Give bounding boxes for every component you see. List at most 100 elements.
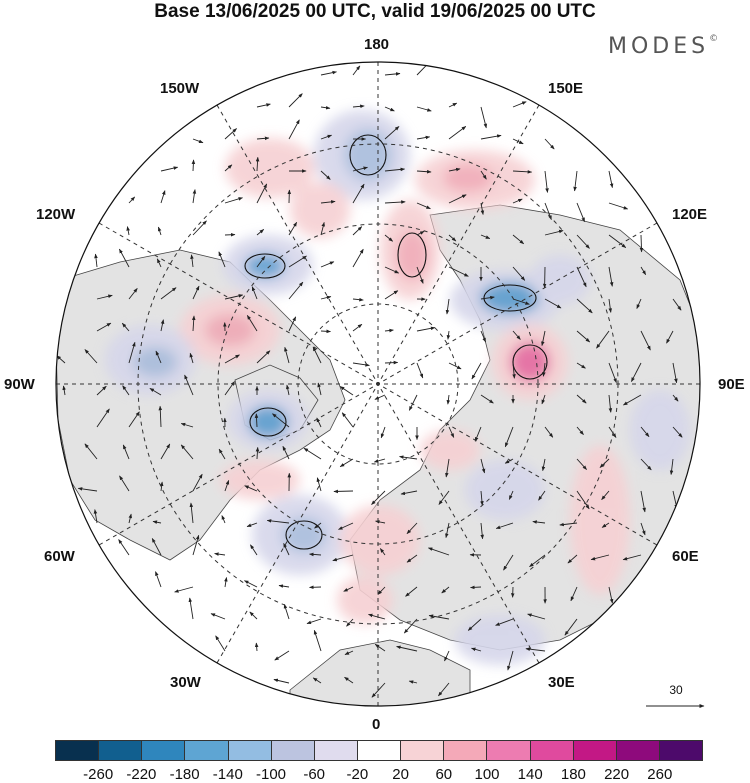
colorbar-swatch [616, 741, 660, 760]
wind-vector [590, 554, 610, 561]
wind-vector [346, 618, 354, 627]
wind-vector [224, 354, 240, 364]
wind-vector [313, 629, 322, 652]
wind-vector [471, 647, 482, 652]
wind-vector [288, 281, 304, 300]
wind-vector [352, 297, 364, 302]
wind-vector [189, 352, 194, 364]
wind-vector [601, 490, 610, 501]
wind-vector [470, 585, 482, 590]
wind-vector [408, 680, 418, 684]
wind-vector [128, 513, 132, 524]
colorbar-tick-label: 20 [392, 766, 409, 783]
wind-vector [640, 330, 651, 351]
wind-vector [160, 287, 177, 300]
wind-vector [254, 642, 259, 652]
wind-vector [192, 220, 207, 236]
wind-vector [373, 458, 386, 463]
wind-vector [243, 580, 258, 588]
wind-vector [320, 221, 325, 236]
wind-vector [244, 485, 258, 492]
wind-vector [406, 522, 418, 535]
wind-vector [384, 167, 406, 172]
wind-vector [384, 360, 399, 365]
wind-vector [256, 229, 265, 236]
wind-vector [608, 394, 613, 413]
wind-vector [224, 577, 228, 588]
wind-vector [155, 350, 162, 364]
wind-vector [541, 458, 546, 472]
wind-vector [576, 394, 587, 404]
label-120e: 120E [672, 206, 708, 223]
wind-vector [246, 522, 258, 528]
label-150w: 150W [160, 80, 200, 97]
colorbar-tick-label: 260 [647, 766, 673, 783]
wind-vector [352, 226, 363, 236]
colorbar-swatch [99, 741, 143, 760]
wind-vector [218, 448, 226, 460]
wind-vector [174, 586, 194, 593]
wind-vector [224, 294, 244, 300]
wind-vector [480, 134, 502, 140]
wind-vector [152, 520, 162, 524]
wind-vector [332, 554, 354, 562]
wind-vector [608, 586, 614, 604]
wind-vector [320, 261, 335, 268]
wind-vector [288, 316, 297, 332]
wind-vector [339, 386, 354, 396]
wind-vector [576, 330, 591, 343]
wind-vector [375, 520, 386, 524]
wind-vector [96, 322, 112, 332]
label-0: 0 [372, 716, 381, 733]
colorbar-tick-label: 140 [517, 766, 543, 783]
colorbar-swatch [401, 741, 445, 760]
wind-vector [480, 330, 487, 343]
wind-vector [278, 584, 290, 588]
label-60w: 60W [44, 548, 75, 565]
wind-vector [448, 426, 455, 438]
wind-vector [544, 426, 554, 438]
wind-vector [377, 586, 386, 595]
wind-vector [640, 426, 650, 438]
wind-vector [274, 650, 290, 661]
wind-vector [576, 266, 587, 288]
wind-vector [352, 65, 361, 76]
wind-vector [480, 295, 495, 300]
wind-vector [192, 138, 204, 144]
wind-vector [538, 490, 546, 501]
contour-lines [244, 134, 548, 550]
wind-vector [384, 328, 394, 333]
wind-vector [344, 650, 354, 656]
wind-vector [576, 458, 587, 470]
wind-vector [532, 520, 546, 524]
wind-vector [180, 444, 194, 460]
colorbar-tick-label: -100 [255, 766, 287, 783]
wind-vector [480, 490, 484, 506]
wind-vector [84, 443, 98, 460]
wind-vector [576, 202, 586, 223]
colorbar-swatch [185, 741, 229, 760]
colorbar-swatch [228, 741, 272, 760]
wind-vector [256, 255, 266, 268]
wind-vector [380, 426, 386, 439]
wind-vector [126, 226, 130, 236]
wind-vector [507, 650, 514, 671]
wind-vector [218, 251, 226, 268]
wind-vector [224, 479, 230, 492]
wind-vector [512, 198, 523, 204]
wind-vector [416, 230, 425, 236]
wind-vector [406, 554, 418, 563]
wind-vector [512, 330, 521, 340]
wind-vector-field [56, 62, 683, 698]
wind-vector [149, 388, 162, 396]
wind-vector [156, 258, 162, 268]
wind-vector [122, 385, 130, 396]
wind-vector [62, 385, 66, 396]
wind-vector [180, 422, 194, 428]
colorbar-swatch [444, 741, 488, 760]
wind-vector [374, 394, 386, 400]
wind-vector [573, 170, 578, 192]
wind-vector [255, 446, 260, 460]
wind-vector [495, 618, 514, 626]
wind-vector [631, 362, 642, 382]
